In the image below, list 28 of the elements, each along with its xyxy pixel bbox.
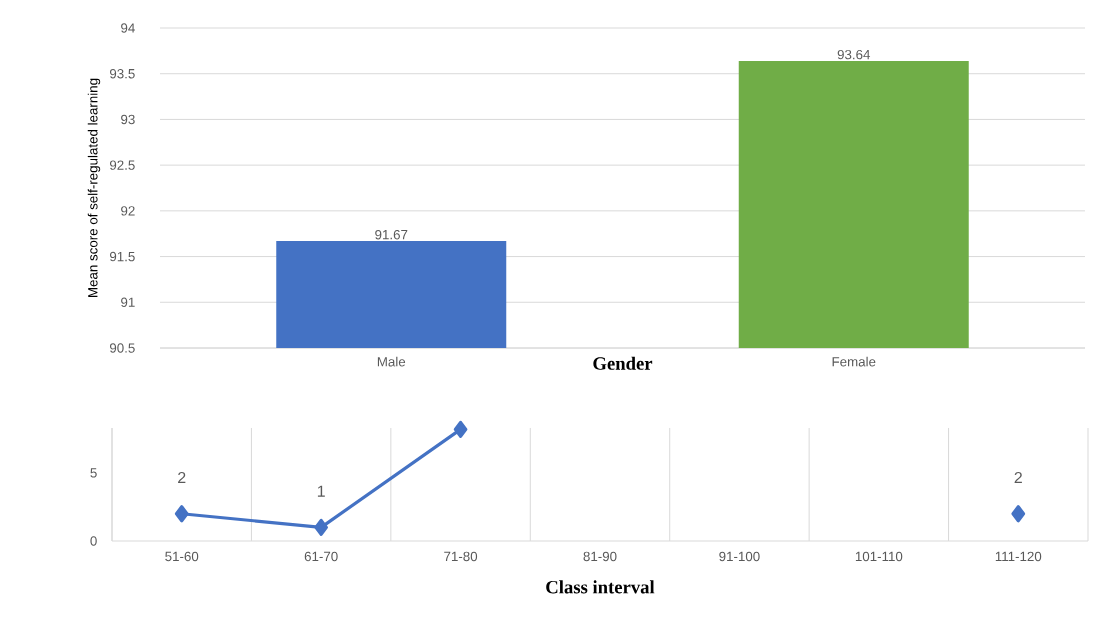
x-tick-label: 51-60 [165, 551, 199, 562]
x-tick-label: 61-70 [304, 551, 338, 562]
y-tick-label: 94 [121, 23, 135, 33]
x-tick-label: 91-100 [719, 551, 760, 562]
y-tick-label: 90.5 [109, 343, 135, 353]
point [1011, 505, 1026, 523]
x-axis-title: Class interval [546, 580, 655, 594]
data-label: 93.64 [837, 49, 871, 60]
x-tick-label: Male [377, 356, 406, 367]
x-tick-label: 71-80 [444, 551, 478, 562]
data-label: 91.67 [375, 229, 408, 240]
data-label: 2 [1014, 471, 1022, 484]
y-tick-label: 91.5 [109, 251, 135, 262]
x-tick-label: Female [832, 356, 876, 367]
y-tick-label: 5 [90, 468, 97, 478]
x-tick-label: 111-120 [995, 551, 1042, 562]
x-tick-label: 81-90 [583, 551, 617, 562]
y-tick-label: 0 [90, 536, 97, 546]
y-tick-label: 93.5 [109, 69, 135, 79]
y-axis-title: Mean score of self-regulated learning [87, 78, 101, 297]
x-tick-label: 101-110 [855, 551, 903, 562]
data-label: 2 [178, 471, 186, 484]
y-tick-label: 92.5 [109, 160, 135, 170]
y-tick-label: 92 [121, 206, 135, 216]
data-label: 1 [317, 485, 325, 497]
y-tick-label: 93 [121, 114, 135, 125]
y-tick-label: 91 [121, 297, 135, 307]
x-axis-title: Gender [593, 356, 653, 370]
